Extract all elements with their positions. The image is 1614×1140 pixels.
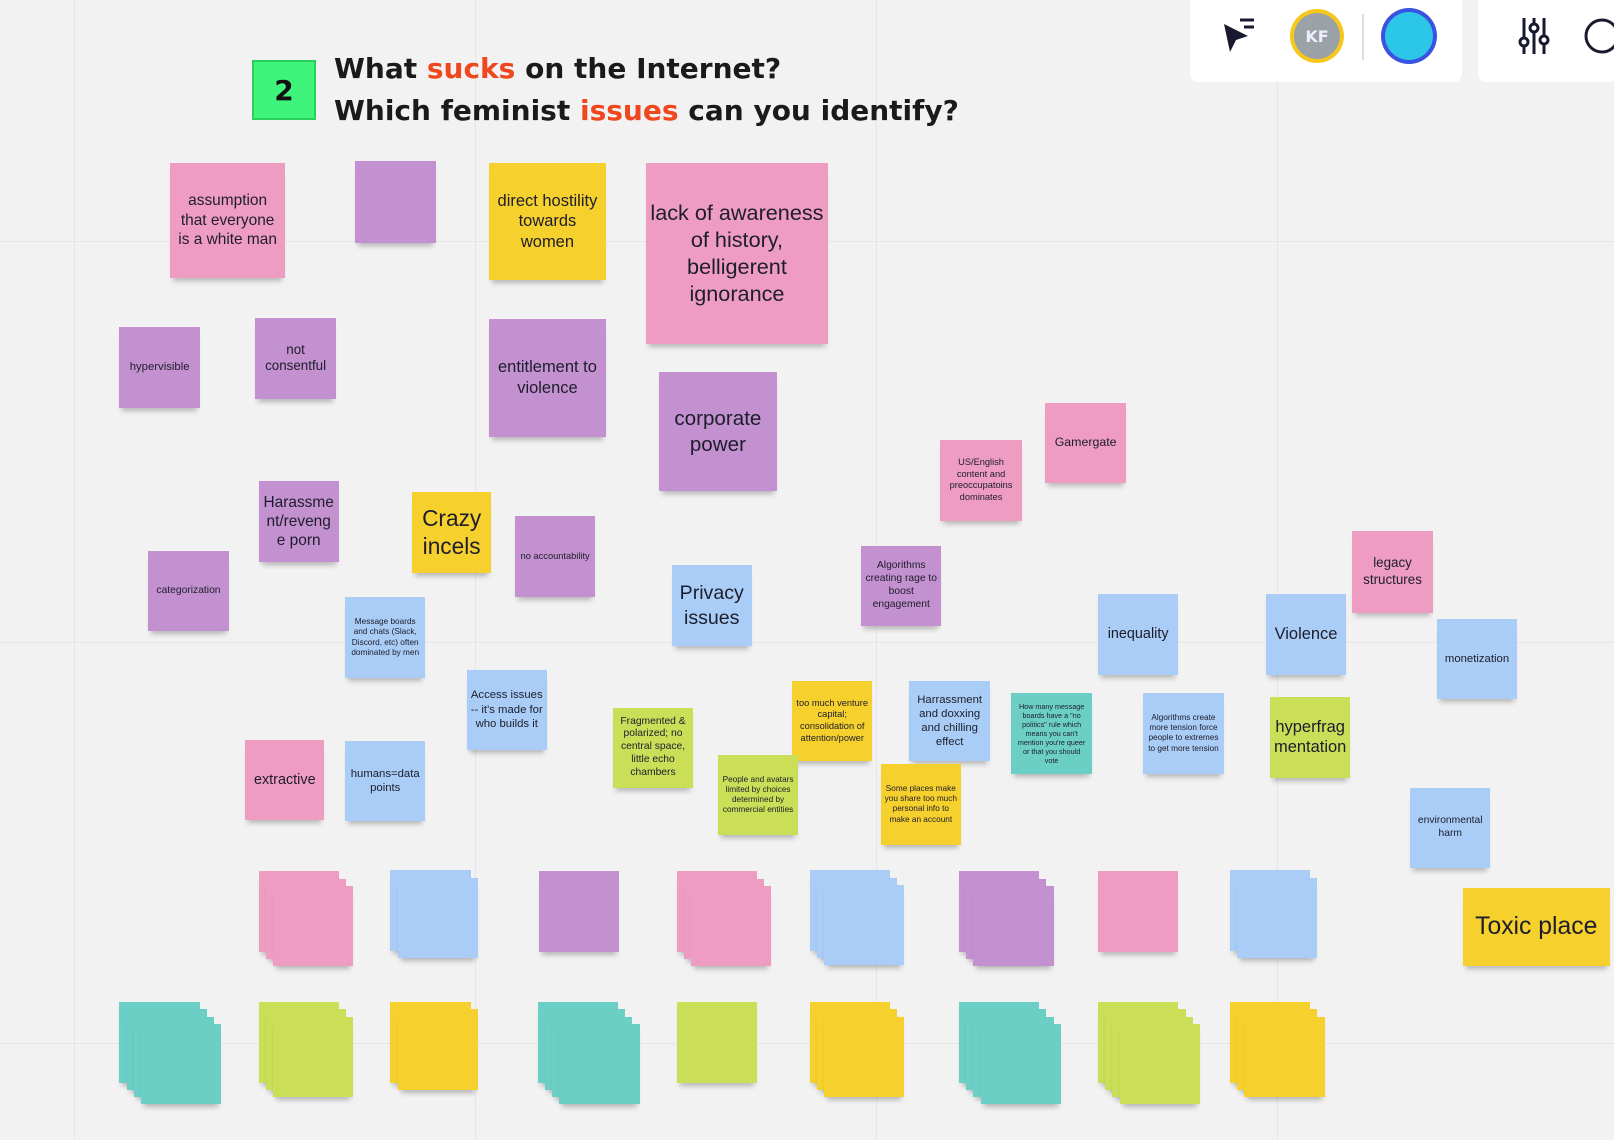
blank-note[interactable]	[980, 1023, 1061, 1105]
blank-note[interactable]	[973, 885, 1054, 967]
sticky-note[interactable]: lack of awareness of history, belligeren…	[645, 162, 829, 344]
sticky-note[interactable]: assumption that everyone is a white man	[169, 162, 286, 279]
toolbar-icons	[1518, 18, 1614, 54]
settings-icon[interactable]	[1518, 18, 1550, 54]
blank-note[interactable]	[355, 160, 436, 244]
blank-note[interactable]	[691, 885, 772, 967]
blank-note[interactable]	[559, 1023, 640, 1105]
sticky-note[interactable]: no accountability	[515, 516, 596, 598]
sticky-note[interactable]: corporate power	[659, 371, 777, 492]
sticky-note[interactable]: Algorithms creating rage to boost engage…	[861, 545, 942, 627]
frame-header: 2 What sucks on the Internet? Which femi…	[252, 48, 959, 132]
text-accent: issues	[579, 94, 679, 127]
sticky-note[interactable]: inequality	[1097, 594, 1179, 675]
blank-note[interactable]	[1119, 1023, 1200, 1105]
sticky-note[interactable]: Fragmented & polarized; no central space…	[612, 707, 694, 788]
sticky-note[interactable]: environmental harm	[1410, 787, 1491, 869]
pointer-icon[interactable]	[1224, 24, 1248, 52]
sticky-note[interactable]: Privacy issues	[671, 565, 752, 646]
sticky-note[interactable]: Toxic place	[1462, 887, 1610, 967]
text: can you identify?	[688, 94, 959, 127]
sticky-note[interactable]: Harrassment and doxxing and chilling eff…	[909, 680, 990, 762]
sticky-note[interactable]: categorization	[148, 551, 229, 632]
text: on the Internet?	[525, 52, 782, 85]
sticky-note[interactable]: People and avatars limited by choices de…	[717, 754, 799, 836]
sticky-note[interactable]: hyperfragmentation	[1269, 697, 1351, 778]
blank-note[interactable]	[397, 1009, 478, 1090]
frame-title: What sucks on the Internet? Which femini…	[334, 48, 959, 132]
sticky-note[interactable]: humans=data points	[345, 740, 426, 821]
sticky-note[interactable]: Violence	[1265, 594, 1347, 675]
frame-number: 2	[252, 60, 316, 120]
blank-note[interactable]	[824, 1016, 905, 1097]
title-line: What sucks on the Internet?	[334, 48, 959, 90]
sticky-note[interactable]: US/English content and preoccupatoins do…	[940, 439, 1022, 522]
sticky-note[interactable]: Algorithms create more tension force peo…	[1143, 693, 1224, 774]
blank-note[interactable]	[397, 877, 478, 958]
avatar	[1294, 13, 1340, 59]
sticky-note[interactable]: Gamergate	[1045, 402, 1126, 484]
sticky-note[interactable]: How many message boards have a "no polit…	[1011, 693, 1092, 774]
text-accent: sucks	[426, 52, 516, 85]
blank-note[interactable]	[141, 1023, 222, 1105]
toolbar-icons: KF	[1224, 8, 1437, 64]
sticky-note[interactable]: Crazy incels	[412, 492, 492, 573]
blank-note[interactable]	[272, 1016, 354, 1097]
blank-note[interactable]	[1097, 871, 1179, 952]
blank-note[interactable]	[824, 884, 905, 966]
sticky-note[interactable]: legacy structures	[1352, 531, 1433, 613]
avatar-initials: KF	[1305, 27, 1328, 46]
sticky-note[interactable]: too much venture capital; consolidation …	[792, 680, 873, 762]
sticky-note[interactable]: Message boards and chats (Slack, Discord…	[345, 597, 426, 678]
sticky-note[interactable]: monetization	[1436, 619, 1518, 700]
blank-note[interactable]	[1237, 877, 1318, 958]
collab-toolbar: KF	[1190, 0, 1462, 82]
sticky-note[interactable]: Access issues -- it's made for who build…	[466, 669, 547, 750]
sticky-note[interactable]: direct hostility towards women	[489, 162, 606, 281]
sticky-note[interactable]: not consentful	[255, 318, 336, 399]
sticky-note[interactable]: extractive	[245, 739, 325, 820]
text: Which feminist	[334, 94, 571, 127]
blank-note[interactable]	[538, 871, 620, 952]
avatar	[1385, 12, 1433, 60]
help-icon[interactable]	[1584, 18, 1614, 54]
sticky-note[interactable]: entitlement to violence	[489, 319, 606, 437]
settings-toolbar	[1478, 0, 1614, 82]
sticky-note[interactable]: hypervisible	[119, 326, 200, 408]
sticky-note[interactable]: Some places make you share too much pers…	[880, 764, 961, 845]
blank-note[interactable]	[1244, 1016, 1325, 1097]
blank-note[interactable]	[676, 1002, 758, 1083]
blank-note[interactable]	[272, 885, 354, 967]
title-line: Which feminist issues can you identify?	[334, 90, 959, 132]
sticky-note[interactable]: Harassment/revenge porn	[258, 481, 339, 563]
text: What	[334, 52, 418, 85]
